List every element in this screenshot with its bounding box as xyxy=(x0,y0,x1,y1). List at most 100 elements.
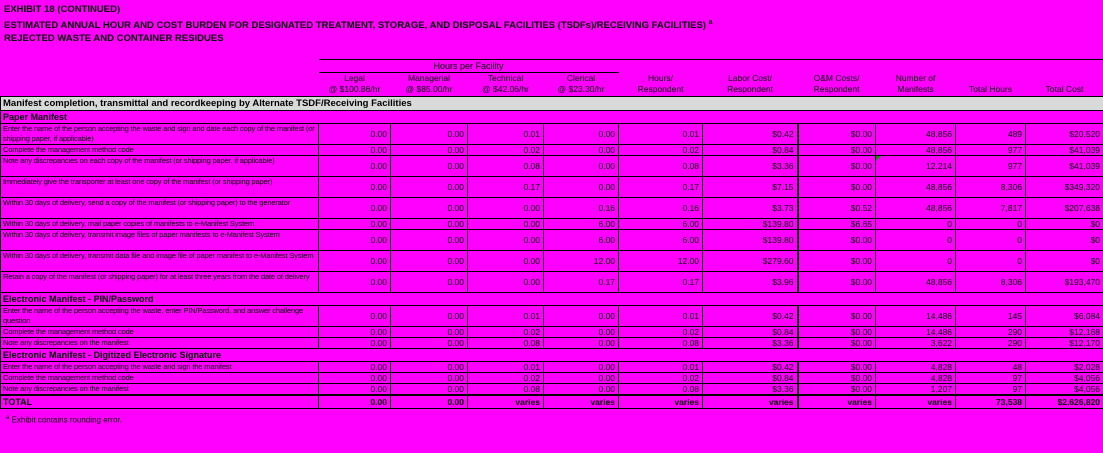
header-columns-row: Legal @ $100.86/hr Managerial @ $85.00/hr … xyxy=(0,72,1103,97)
table-row: Within 30 days of delivery, send a copy … xyxy=(0,197,1103,220)
value-cell: 0.00 xyxy=(390,383,468,396)
footnote-text: Exhibit contains rounding error. xyxy=(11,415,122,425)
value-cell: $0.00 xyxy=(796,326,877,339)
value-cell: 48,856 xyxy=(875,144,957,157)
value-cell: 6.00 xyxy=(618,218,704,231)
total-value-cell: varies xyxy=(542,394,620,410)
value-cell: 48,856 xyxy=(875,176,957,199)
band-row: Manifest completion, transmittal and rec… xyxy=(0,96,1103,112)
value-cell: 8,306 xyxy=(955,176,1027,199)
value-cell: 0.00 xyxy=(542,305,620,328)
value-cell: 0.08 xyxy=(618,337,704,350)
task-label-text: Within 30 days of delivery, transmit ima… xyxy=(3,230,280,240)
task-label-text: Note any discrepancies on the manifest xyxy=(3,384,129,394)
value-cell: $0.00 xyxy=(796,144,877,157)
task-label-cell: Enter the name of the person accepting t… xyxy=(0,305,319,328)
value-cell: 0.00 xyxy=(542,155,620,178)
exhibit-table: Hours per Facility Legal @ $100.86/hr Man… xyxy=(0,59,1103,410)
value-cell: $0 xyxy=(1025,229,1103,252)
exhibit-table-body: Manifest completion, transmittal and rec… xyxy=(0,96,1103,410)
value-cell: 0.00 xyxy=(318,372,391,385)
band-label: Manifest completion, transmittal and rec… xyxy=(0,96,1103,112)
value-cell: 0.08 xyxy=(618,155,704,178)
section-row: Paper Manifest xyxy=(0,110,1103,125)
value-cell: 290 xyxy=(955,326,1027,339)
value-cell: 0.02 xyxy=(618,326,704,339)
value-cell: $3.96 xyxy=(702,271,799,294)
value-cell: 0 xyxy=(955,229,1027,252)
value-cell: 0.00 xyxy=(542,144,620,157)
total-value-cell: varies xyxy=(702,394,799,410)
task-label-text: Complete the management method code xyxy=(3,373,134,383)
value-cell: 0.17 xyxy=(467,176,544,199)
value-cell: $0.00 xyxy=(796,123,877,146)
value-cell: 4,828 xyxy=(875,361,957,374)
value-cell: 97 xyxy=(955,383,1027,396)
value-cell: 0.00 xyxy=(390,123,468,146)
value-cell: 1,207 xyxy=(875,383,957,396)
task-label-text: Enter the name of the person accepting t… xyxy=(3,306,304,326)
value-cell: 0.00 xyxy=(390,372,468,385)
task-label-text: Note any discrepancies on each copy of t… xyxy=(3,156,275,166)
table-row: Within 30 days of delivery, mail paper c… xyxy=(0,218,1103,231)
value-cell: $12,168 xyxy=(1025,326,1103,339)
value-cell: $3.36 xyxy=(702,155,799,178)
value-cell: 0.00 xyxy=(318,229,391,252)
value-cell: 12.00 xyxy=(618,250,704,273)
task-label-cell: Complete the management method code xyxy=(0,144,319,157)
total-value-cell: 0.00 xyxy=(390,394,468,410)
task-label-cell: Within 30 days of delivery, transmit dat… xyxy=(0,250,319,273)
total-row: TOTAL 0.00 0.00 varies varies varies varies var… xyxy=(0,394,1103,410)
value-cell: 145 xyxy=(955,305,1027,328)
value-cell: 0.08 xyxy=(618,383,704,396)
table-row: Complete the management method code 0.00 0… xyxy=(0,326,1103,339)
value-cell: 290 xyxy=(955,337,1027,350)
value-cell: 8,306 xyxy=(955,271,1027,294)
task-label-text: Enter the name of the person accepting t… xyxy=(3,362,232,372)
footnote-marker: a xyxy=(6,415,10,422)
value-cell: 0.00 xyxy=(390,155,468,178)
value-cell: 0.00 xyxy=(467,250,544,273)
value-cell: $207,638 xyxy=(1025,197,1103,220)
header-topline xyxy=(618,59,1103,73)
value-cell: 0 xyxy=(875,229,957,252)
table-row: Note any discrepancies on the manifest 0.… xyxy=(0,383,1103,396)
table-row: Enter the name of the person accepting t… xyxy=(0,361,1103,374)
value-cell: $4,056 xyxy=(1025,372,1103,385)
task-label-cell: Note any discrepancies on the manifest xyxy=(0,383,319,396)
table-row: Note any discrepancies on the manifest 0.… xyxy=(0,337,1103,350)
task-label-text: Note any discrepancies on the manifest xyxy=(3,338,129,348)
value-cell: $0.52 xyxy=(796,197,877,220)
value-cell: 0.02 xyxy=(467,372,544,385)
value-cell: $0.84 xyxy=(702,144,799,157)
task-label-text: Enter the name of the person accepting t… xyxy=(3,124,315,144)
table-row: Enter the name of the person accepting t… xyxy=(0,305,1103,328)
value-cell: 0 xyxy=(875,250,957,273)
value-cell: $3.73 xyxy=(702,197,799,220)
value-cell: 0.00 xyxy=(467,197,544,220)
value-cell: $0.00 xyxy=(796,271,877,294)
value-cell: 0.00 xyxy=(318,218,391,231)
value-cell: 0.01 xyxy=(467,305,544,328)
value-cell: 0.00 xyxy=(467,218,544,231)
task-label-cell: Note any discrepancies on the manifest xyxy=(0,337,319,350)
value-cell: 0.00 xyxy=(390,176,468,199)
value-cell: $3.36 xyxy=(702,337,799,350)
value-cell: $0 xyxy=(1025,250,1103,273)
value-cell: 0.02 xyxy=(467,326,544,339)
value-cell: 489 xyxy=(955,123,1027,146)
task-label-text: Within 30 days of delivery, mail paper c… xyxy=(3,219,255,229)
value-cell: 0.16 xyxy=(618,197,704,220)
value-cell: 0.00 xyxy=(390,337,468,350)
col-header-technical: Technical @ $42.06/hr xyxy=(467,72,544,97)
value-cell: $0 xyxy=(1025,218,1103,231)
value-cell: 0.02 xyxy=(467,144,544,157)
table-row: Immediately give the transporter at leas… xyxy=(0,176,1103,199)
task-label-cell: Retain a copy of the manifest (or shippi… xyxy=(0,271,319,294)
task-label-text: Within 30 days of delivery, send a copy … xyxy=(3,198,291,208)
section-label: Electronic Manifest - Digitized Electron… xyxy=(0,348,1103,363)
value-cell: 0 xyxy=(875,218,957,231)
value-cell: 0.08 xyxy=(467,155,544,178)
value-cell: 0.00 xyxy=(318,155,391,178)
col-header-legal: Legal @ $100.86/hr xyxy=(318,72,391,97)
